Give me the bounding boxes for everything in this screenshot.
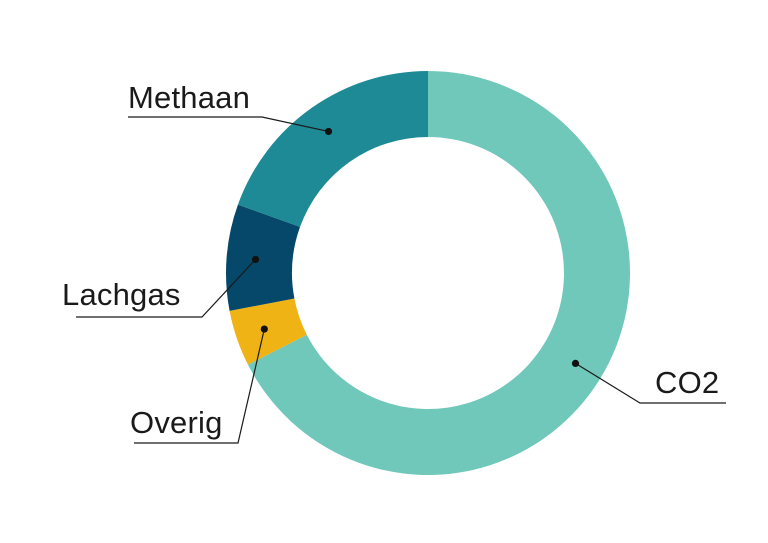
leader-line-lachgas	[76, 259, 256, 318]
leader-line-methaan	[128, 116, 329, 133]
donut-slice-lachgas	[225, 204, 301, 311]
donut-slice-overig	[229, 298, 307, 365]
leaders-layer	[76, 116, 726, 444]
labels-layer: CO2 Overig Lachgas Methaan	[62, 80, 719, 440]
leader-line-overig	[134, 328, 265, 444]
leader-dot-methaan	[324, 127, 333, 136]
leader-dot-lachgas	[251, 255, 260, 264]
slice-label-co2: CO2	[655, 365, 719, 400]
donut-slice-methaan	[237, 71, 428, 227]
leader-line-co2	[575, 362, 726, 404]
slice-label-lachgas: Lachgas	[62, 277, 181, 312]
leader-dot-overig	[260, 325, 268, 333]
slice-label-overig: Overig	[130, 405, 223, 440]
donut-slice-co2	[248, 71, 631, 475]
slices-layer	[225, 71, 631, 475]
slice-label-methaan: Methaan	[128, 80, 250, 115]
leader-dot-co2	[571, 359, 580, 367]
